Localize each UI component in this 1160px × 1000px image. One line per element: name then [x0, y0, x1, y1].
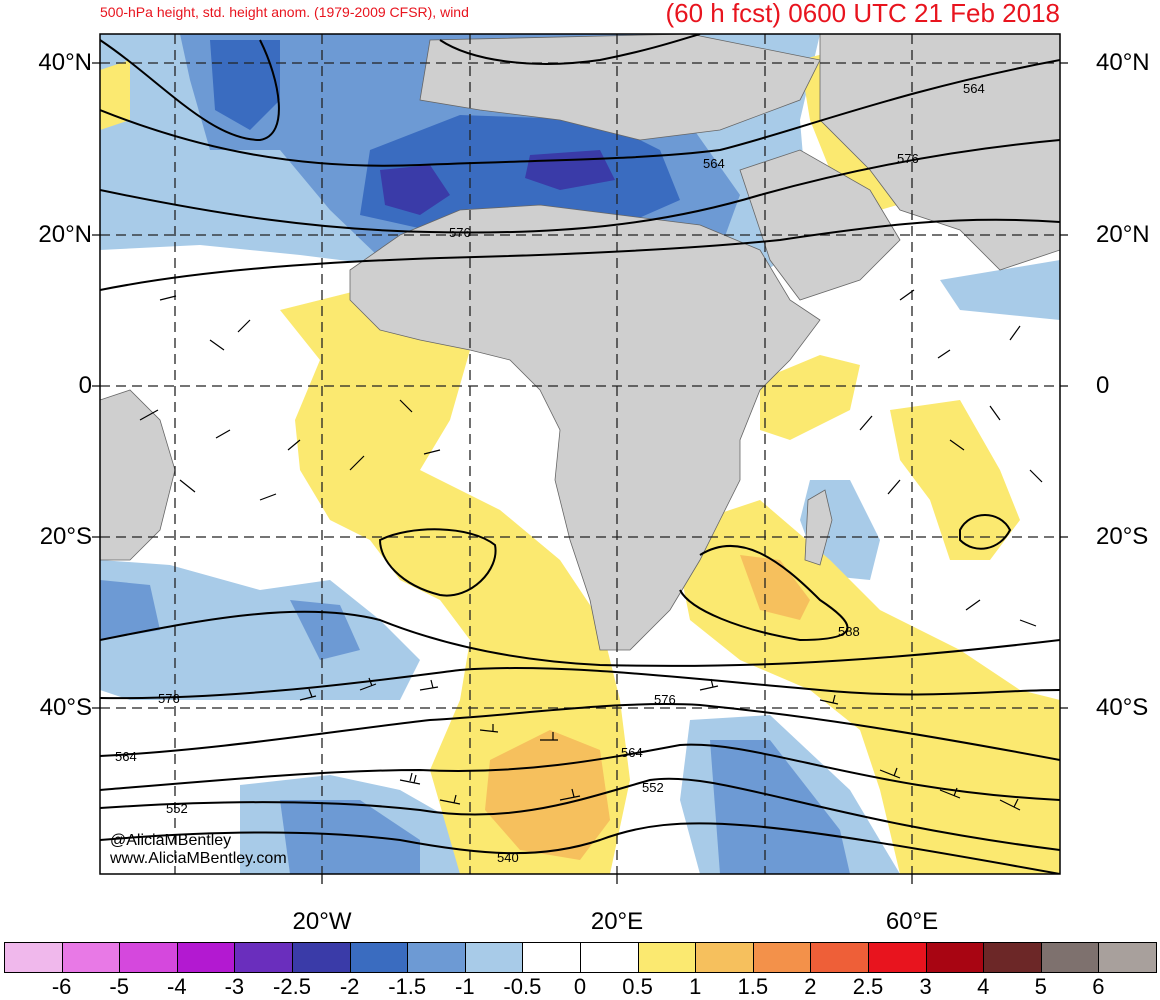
lon-label-20e: 20°E: [590, 908, 644, 935]
map-valid-time: (60 h fcst) 0600 UTC 21 Feb 2018: [665, 0, 1060, 28]
south-america-landmass: [100, 389, 176, 561]
pos-anomaly-atlantic: [280, 290, 630, 874]
colorbar-tick-label: -1.5: [388, 974, 427, 999]
lon-label-60e: 60°E: [885, 908, 939, 935]
colorbar-swatch: [868, 942, 927, 973]
colorbar-tick-label: 5: [1034, 974, 1047, 999]
colorbar-swatch: [292, 942, 351, 973]
colorbar-tick-label: 1.5: [737, 974, 769, 999]
colorbar-swatch: [464, 942, 524, 973]
pos-anomaly-indian-east: [890, 400, 1020, 560]
colorbar-swatch: [61, 942, 121, 973]
colorbar-swatch: [119, 942, 178, 973]
colorbar-swatch: [752, 942, 812, 973]
neg-anomaly-north-deep: [380, 150, 615, 215]
contour-label: 588: [838, 624, 860, 639]
neg-anomaly-west-atlantic: [100, 560, 420, 700]
colorbar-swatch: [637, 942, 697, 973]
colorbar-swatch: [234, 942, 293, 973]
map-layers: [100, 34, 1060, 874]
colorbar-swatch: [983, 942, 1042, 973]
contour-label: 552: [166, 801, 188, 816]
graticule: [100, 34, 1060, 874]
lat-label-20n-right: 20°N: [1096, 221, 1150, 248]
colorbar-tick-label: 2: [804, 974, 817, 999]
colorbar-swatch: [522, 942, 581, 973]
contour-label: 576: [158, 691, 180, 706]
colorbar-tick-label: -2.5: [273, 974, 311, 999]
colorbar-tick-label: 2.5: [852, 974, 884, 999]
contour-label: 564: [703, 156, 725, 171]
contour-label: 564: [115, 749, 137, 764]
lat-label-eq-right: 0: [1096, 372, 1110, 399]
colorbar-swatch: [407, 942, 466, 973]
colorbar-tick-label: 0: [573, 974, 587, 999]
colorbar-tick-label: -0.5: [503, 974, 542, 999]
colorbar-tick-label: -5: [109, 974, 129, 999]
colorbar-tick-label: 6: [1092, 974, 1105, 999]
contour-label: 564: [621, 745, 643, 760]
colorbar-swatch: [4, 942, 63, 973]
contour-label: 552: [642, 780, 664, 795]
lat-label-20s-right: 20°S: [1096, 523, 1149, 550]
contour-labels: 564 576 564 576 576 588 576 564 564 552 …: [115, 81, 985, 865]
colorbar-swatch: [1098, 942, 1157, 973]
colorbar-swatch: [925, 942, 985, 973]
lat-label-20s-left: 20°S: [39, 523, 92, 550]
lat-label-eq-left: 0: [78, 372, 92, 399]
colorbar-tick-label: -3: [224, 974, 245, 999]
colorbar-tick-label: -2: [339, 974, 360, 999]
lat-label-40n-left: 40°N: [38, 49, 92, 76]
contour-label: 576: [449, 225, 471, 240]
map-canvas: 564 576 564 576 576 588 576 564 564 552 …: [92, 33, 1068, 884]
credit-handle: @AliciaMBentley: [110, 832, 232, 849]
lon-label-20w: 20°W: [292, 908, 352, 935]
map-subtitle: 500-hPa height, std. height anom. (1979-…: [100, 4, 469, 20]
colorbar-tick-label: -1: [455, 974, 475, 999]
colorbar-tick-label: 4: [977, 974, 990, 999]
plot-frame: [99, 33, 1061, 875]
colorbar-swatch: [349, 942, 409, 973]
height-contours: [100, 34, 1060, 874]
colorbar-swatch: [176, 942, 236, 973]
pos-anomaly-indian-mid: [740, 555, 810, 620]
colorbar-tick-label: -6: [51, 974, 72, 999]
colorbar-tick-label: 1: [689, 974, 702, 999]
contour-label: 564: [963, 81, 985, 96]
colorbar-swatch: [695, 942, 754, 973]
colorbar-swatch: [1040, 942, 1100, 973]
lat-label-40s-left: 40°S: [39, 694, 92, 721]
colorbar-tick-label: -4: [167, 974, 187, 999]
africa-landmass: [349, 204, 821, 651]
lat-label-20n-left: 20°N: [38, 221, 92, 248]
asia-landmass: [819, 34, 1060, 271]
colorbar-swatch: [810, 942, 869, 973]
axis-ticks: [92, 62, 1068, 884]
colorbar-tick-label: 3: [919, 974, 932, 999]
neg-anomaly-east: [940, 260, 1060, 320]
colorbar-swatch: [580, 942, 639, 973]
arabia-landmass: [739, 149, 901, 301]
contour-label: 576: [897, 151, 919, 166]
contour-label: 576: [654, 692, 676, 707]
neg-anomaly-south-west-mid: [280, 800, 420, 874]
wind-barbs: [139, 289, 1043, 811]
neg-anomaly-west-mid: [100, 580, 360, 660]
credit-site: www.AliciaMBentley.com: [110, 850, 287, 867]
europe-landmass: [419, 34, 821, 141]
lat-label-40s-right: 40°S: [1096, 694, 1149, 721]
lat-label-40n-right: 40°N: [1096, 49, 1150, 76]
contour-label: 540: [497, 850, 519, 865]
colorbar-tick-label: 0.5: [622, 974, 653, 999]
madagascar-landmass: [804, 489, 833, 566]
neg-anomaly-south-central-mid: [710, 740, 850, 874]
